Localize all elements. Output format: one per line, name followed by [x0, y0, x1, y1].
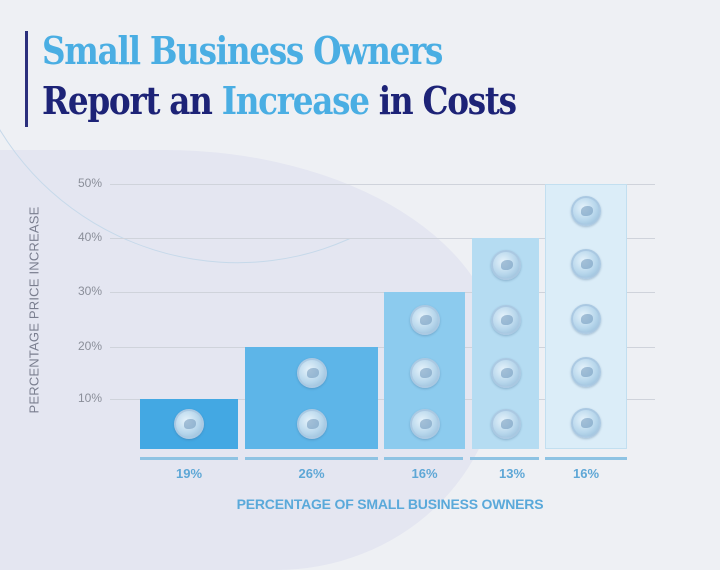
bar-3-underline — [384, 457, 463, 460]
coin-icon — [409, 358, 440, 388]
coin-icon — [409, 304, 440, 335]
bar-2-underline — [245, 457, 378, 460]
coin-icon — [571, 249, 601, 279]
bar-1 — [140, 399, 238, 449]
coin-icon — [490, 358, 521, 388]
y-tick-50: 50% — [77, 176, 102, 190]
coin-icon — [174, 409, 204, 439]
coin-icon — [296, 358, 327, 388]
chart-title: Small Business Owners Report an Increase… — [42, 26, 517, 126]
title-line-1: Small Business Owners — [42, 28, 443, 73]
coin-icon — [490, 409, 521, 439]
x-axis-label: PERCENTAGE OF SMALL BUSINESS OWNERS — [236, 496, 544, 512]
bar-3 — [384, 292, 465, 449]
gridline-50 — [110, 184, 655, 185]
title-line-2: Report an Increase in Costs — [42, 78, 517, 123]
x-value-3: 16% — [411, 466, 438, 481]
gridline-20 — [110, 347, 655, 348]
bar-5 — [545, 184, 627, 449]
coin-icon — [296, 409, 327, 439]
y-tick-40: 40% — [77, 230, 102, 244]
coin-icon — [571, 303, 601, 334]
y-tick-20: 20% — [77, 339, 102, 353]
coin-icon — [571, 357, 601, 387]
y-tick-30: 30% — [77, 284, 102, 298]
bar-1-underline — [140, 457, 238, 460]
coin-icon — [571, 196, 601, 226]
bar-2 — [245, 347, 378, 449]
coin-icon — [571, 408, 601, 438]
x-value-5: 16% — [572, 466, 600, 481]
x-value-4: 13% — [498, 466, 526, 481]
gridline-40 — [110, 238, 655, 239]
y-tick-10: 10% — [77, 391, 102, 405]
coin-icon — [409, 409, 440, 439]
y-axis-label: PERCENTAGE PRICE INCREASE — [26, 206, 42, 414]
coin-icon — [490, 250, 521, 280]
gridline-30 — [110, 292, 655, 293]
x-value-2: 26% — [298, 466, 325, 481]
bar-4 — [472, 238, 539, 449]
coin-icon — [490, 304, 521, 335]
bar-5-underline — [545, 457, 627, 460]
x-value-1: 19% — [175, 466, 203, 481]
gridline-10 — [110, 399, 655, 400]
title-accent-bar — [25, 31, 28, 127]
bar-4-underline — [470, 457, 539, 460]
